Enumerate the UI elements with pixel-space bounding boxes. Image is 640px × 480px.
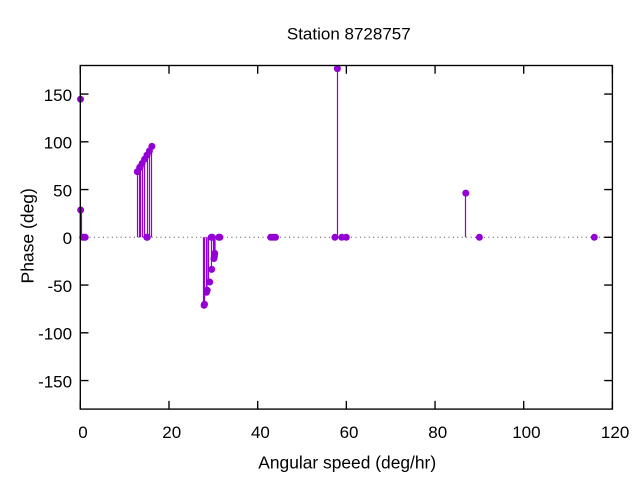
- svg-text:-100: -100: [38, 325, 72, 344]
- svg-text:20: 20: [162, 423, 181, 442]
- svg-text:150: 150: [44, 86, 72, 105]
- svg-text:Angular speed (deg/hr): Angular speed (deg/hr): [258, 452, 436, 472]
- svg-text:50: 50: [53, 181, 72, 200]
- svg-text:Station 8728757: Station 8728757: [287, 25, 411, 44]
- svg-text:60: 60: [340, 423, 359, 442]
- svg-text:-50: -50: [48, 277, 73, 296]
- svg-text:0: 0: [78, 423, 87, 442]
- svg-text:80: 80: [428, 423, 447, 442]
- svg-text:100: 100: [512, 423, 540, 442]
- svg-text:Phase (deg): Phase (deg): [18, 188, 38, 283]
- svg-text:100: 100: [44, 134, 72, 153]
- svg-text:40: 40: [251, 423, 270, 442]
- svg-text:-150: -150: [38, 372, 72, 391]
- svg-text:0: 0: [63, 229, 72, 248]
- svg-text:120: 120: [601, 423, 629, 442]
